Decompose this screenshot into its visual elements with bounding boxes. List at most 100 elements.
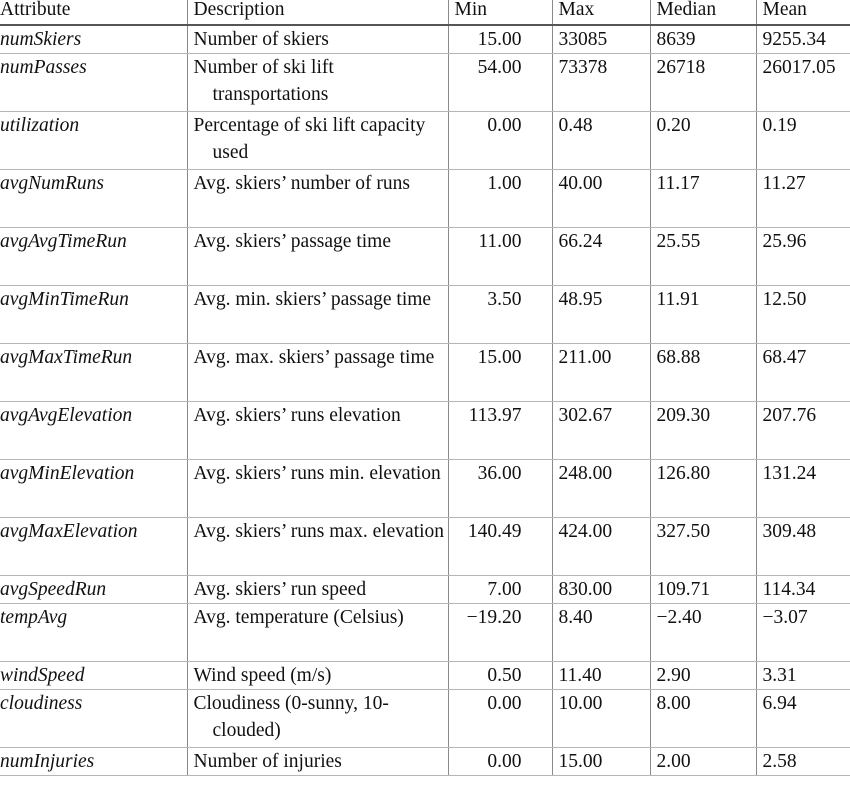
cell-min: 54.00 (447, 53, 552, 112)
header-row: Attribute Description Min Max Median Mea… (0, 0, 850, 26)
header-attribute: Attribute (0, 0, 187, 26)
cell-mean: 0.19 (755, 111, 850, 170)
cell-max: 830.00 (551, 575, 650, 604)
cell-min: 36.00 (447, 459, 552, 518)
cell-median: 11.17 (649, 169, 756, 228)
cell-mean: 26017.05 (755, 53, 850, 112)
description-text: Number of ski lift transportations (193, 57, 334, 105)
cell-max: 33085 (551, 25, 650, 54)
cell-median: 25.55 (649, 227, 756, 286)
cell-attribute: avgMinTimeRun (0, 285, 187, 344)
table-row: cloudiness Cloudiness (0-sunny, 10-cloude… (0, 689, 850, 748)
cell-max: 302.67 (551, 401, 650, 460)
cell-mean: 9255.34 (755, 25, 850, 54)
cell-attribute: utilization (0, 111, 187, 170)
description-text: Avg. skiers’ number of runs (193, 173, 410, 194)
cell-attribute: windSpeed (0, 661, 187, 690)
cell-median: 0.20 (649, 111, 756, 170)
cell-mean: 309.48 (755, 517, 850, 576)
cell-max: 10.00 (551, 689, 650, 748)
cell-description: Avg. skiers’ runs elevation (186, 401, 448, 460)
cell-min: 113.97 (447, 401, 552, 460)
cell-max: 8.40 (551, 603, 650, 662)
cell-max: 73378 (551, 53, 650, 112)
cell-mean: 12.50 (755, 285, 850, 344)
cell-description: Wind speed (m/s) (186, 661, 448, 690)
cell-max: 211.00 (551, 343, 650, 402)
description-text: Avg. skiers’ runs max. elevation (193, 521, 445, 542)
cell-min: 0.00 (447, 111, 552, 170)
cell-description: Avg. skiers’ passage time (186, 227, 448, 286)
cell-description: Number of ski lift transportations (186, 53, 448, 112)
cell-description: Percentage of ski lift capacity used (186, 111, 448, 170)
cell-min: 1.00 (447, 169, 552, 228)
cell-attribute: numInjuries (0, 747, 187, 776)
cell-median: 11.91 (649, 285, 756, 344)
cell-mean: 3.31 (755, 661, 850, 690)
description-text: Percentage of ski lift capacity used (193, 115, 426, 163)
table-row: avgMinElevation Avg. skiers’ runs min. el… (0, 459, 850, 518)
cell-attribute: avgMinElevation (0, 459, 187, 518)
cell-min: 7.00 (447, 575, 552, 604)
header-mean: Mean (755, 0, 850, 26)
table-row: avgMaxElevation Avg. skiers’ runs max. el… (0, 517, 850, 576)
cell-attribute: avgAvgTimeRun (0, 227, 187, 286)
cell-mean: 131.24 (755, 459, 850, 518)
description-text: Avg. skiers’ run speed (193, 579, 367, 600)
cell-attribute: numSkiers (0, 25, 187, 54)
header-median: Median (649, 0, 756, 26)
cell-description: Number of injuries (186, 747, 448, 776)
cell-min: 11.00 (447, 227, 552, 286)
table-row: numInjuries Number of injuries 0.00 15.00 2.… (0, 747, 850, 776)
cell-description: Avg. skiers’ run speed (186, 575, 448, 604)
table-row: avgSpeedRun Avg. skiers’ run speed 7.00 830… (0, 575, 850, 604)
header-max: Max (551, 0, 650, 26)
table-row: numSkiers Number of skiers 15.00 33085 8639 9… (0, 25, 850, 54)
cell-min: −19.20 (447, 603, 552, 662)
description-text: Avg. temperature (Celsius) (193, 607, 404, 628)
cell-min: 140.49 (447, 517, 552, 576)
description-text: Number of injuries (193, 751, 342, 772)
cell-median: 2.90 (649, 661, 756, 690)
cell-median: 68.88 (649, 343, 756, 402)
attribute-statistics-table: Attribute Description Min Max Median Mea… (0, 0, 850, 776)
cell-max: 66.24 (551, 227, 650, 286)
table-row: avgMinTimeRun Avg. min. skiers’ passage t… (0, 285, 850, 344)
cell-median: 209.30 (649, 401, 756, 460)
cell-attribute: tempAvg (0, 603, 187, 662)
cell-median: 8639 (649, 25, 756, 54)
cell-median: 26718 (649, 53, 756, 112)
cell-min: 0.00 (447, 747, 552, 776)
table-row: avgMaxTimeRun Avg. max. skiers’ passage t… (0, 343, 850, 402)
cell-median: 2.00 (649, 747, 756, 776)
description-text: Avg. skiers’ runs min. elevation (193, 463, 441, 484)
cell-description: Avg. skiers’ runs min. elevation (186, 459, 448, 518)
cell-description: Avg. max. skiers’ passage time (186, 343, 448, 402)
cell-mean: 68.47 (755, 343, 850, 402)
table-row: numPasses Number of ski lift transportati… (0, 53, 850, 112)
table-row: avgAvgElevation Avg. skiers’ runs elevati… (0, 401, 850, 460)
table-row: avgNumRuns Avg. skiers’ number of runs 1.0… (0, 169, 850, 228)
cell-mean: 25.96 (755, 227, 850, 286)
cell-max: 15.00 (551, 747, 650, 776)
cell-attribute: cloudiness (0, 689, 187, 748)
table-body: numSkiers Number of skiers 15.00 33085 8639 9… (0, 25, 850, 776)
cell-description: Avg. skiers’ number of runs (186, 169, 448, 228)
cell-median: 126.80 (649, 459, 756, 518)
cell-attribute: avgNumRuns (0, 169, 187, 228)
cell-description: Avg. temperature (Celsius) (186, 603, 448, 662)
cell-min: 15.00 (447, 25, 552, 54)
cell-min: 0.00 (447, 689, 552, 748)
cell-mean: 207.76 (755, 401, 850, 460)
cell-median: 327.50 (649, 517, 756, 576)
description-text: Wind speed (m/s) (193, 665, 332, 686)
cell-mean: 114.34 (755, 575, 850, 604)
header-description: Description (186, 0, 448, 26)
description-text: Cloudiness (0-sunny, 10-clouded) (193, 693, 389, 741)
cell-max: 40.00 (551, 169, 650, 228)
description-text: Avg. max. skiers’ passage time (193, 347, 435, 368)
attribute-statistics-table-container: Attribute Description Min Max Median Mea… (0, 0, 850, 776)
cell-min: 3.50 (447, 285, 552, 344)
description-text: Avg. skiers’ runs elevation (193, 405, 401, 426)
cell-mean: 2.58 (755, 747, 850, 776)
